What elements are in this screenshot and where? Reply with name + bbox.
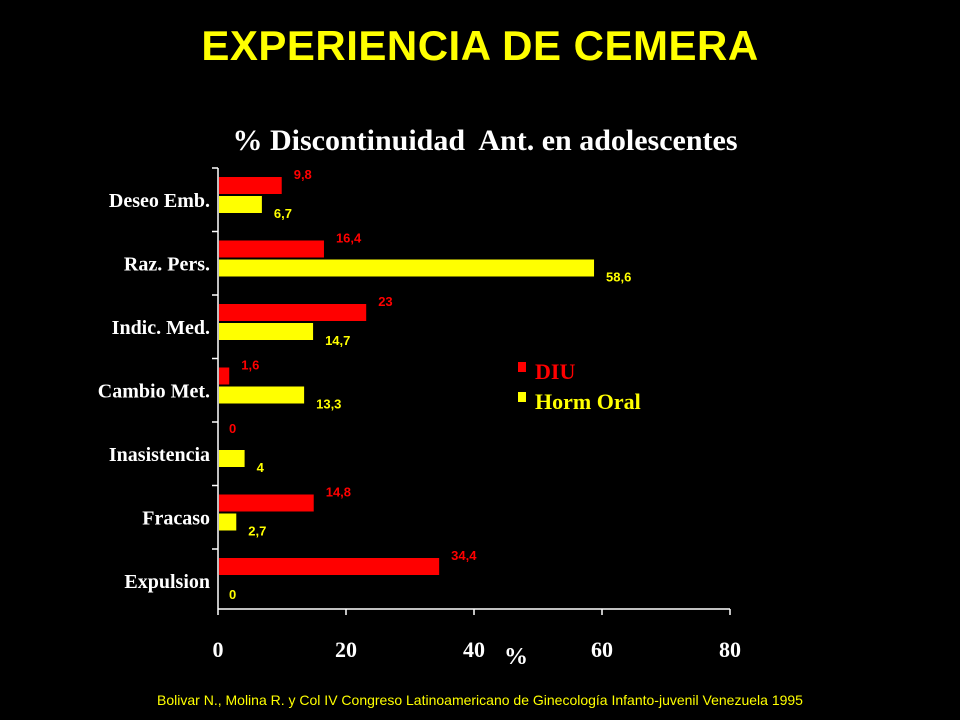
data-label: 58,6	[606, 270, 631, 285]
bar-horm-oral	[219, 323, 314, 340]
bar-diu	[219, 177, 282, 194]
x-tick-label: 0	[213, 637, 224, 662]
x-axis-label: %	[504, 644, 528, 670]
bar-diu	[219, 240, 324, 258]
data-label: 2,7	[248, 524, 266, 539]
data-label: 14,8	[326, 485, 351, 500]
x-tick-label: 60	[591, 637, 613, 662]
legend: DIU Horm Oral	[518, 359, 641, 414]
bar-diu	[219, 304, 367, 321]
x-tick-label: 80	[719, 637, 741, 662]
bar-horm-oral	[219, 196, 262, 213]
category-label: Deseo Emb.	[109, 190, 210, 212]
data-label: 6,7	[274, 206, 292, 221]
data-label: 4	[257, 460, 265, 475]
source-footnote: Bolivar N., Molina R. y Col IV Congreso …	[157, 692, 803, 708]
bar-horm-oral	[219, 450, 245, 467]
category-label: Raz. Pers.	[124, 254, 210, 276]
data-label: 14,7	[325, 333, 350, 348]
data-label: 0	[229, 587, 236, 602]
category-label: Expulsion	[124, 571, 210, 593]
legend-swatch	[518, 362, 526, 372]
data-label: 16,4	[336, 231, 362, 246]
category-label: Indic. Med.	[112, 317, 210, 339]
bar-diu	[219, 367, 230, 385]
legend-swatch	[518, 392, 526, 402]
category-label: Cambio Met.	[98, 381, 210, 403]
category-label: Inasistencia	[109, 444, 210, 466]
x-tick-label: 40	[463, 637, 485, 662]
data-label: 13,3	[316, 397, 341, 412]
bar-chart: % Discontinuidad Ant. en adolescentes 0 2…	[98, 124, 741, 670]
data-label: 34,4	[451, 548, 477, 563]
slide-title: EXPERIENCIA DE CEMERA	[201, 22, 759, 69]
legend-label: DIU	[535, 359, 575, 384]
chart-title: % Discontinuidad Ant. en adolescentes	[232, 124, 737, 157]
data-label: 9,8	[294, 167, 312, 182]
legend-label: Horm Oral	[535, 389, 641, 414]
bar-diu	[219, 558, 440, 575]
bar-horm-oral	[219, 259, 595, 277]
data-label: 23	[378, 294, 392, 309]
category-label: Fracaso	[142, 508, 210, 530]
bar-diu	[219, 494, 314, 512]
data-label: 1,6	[241, 358, 259, 373]
bar-horm-oral	[219, 386, 305, 404]
x-tick-label: 20	[335, 637, 357, 662]
data-label: 0	[229, 421, 236, 436]
bar-horm-oral	[219, 513, 237, 531]
